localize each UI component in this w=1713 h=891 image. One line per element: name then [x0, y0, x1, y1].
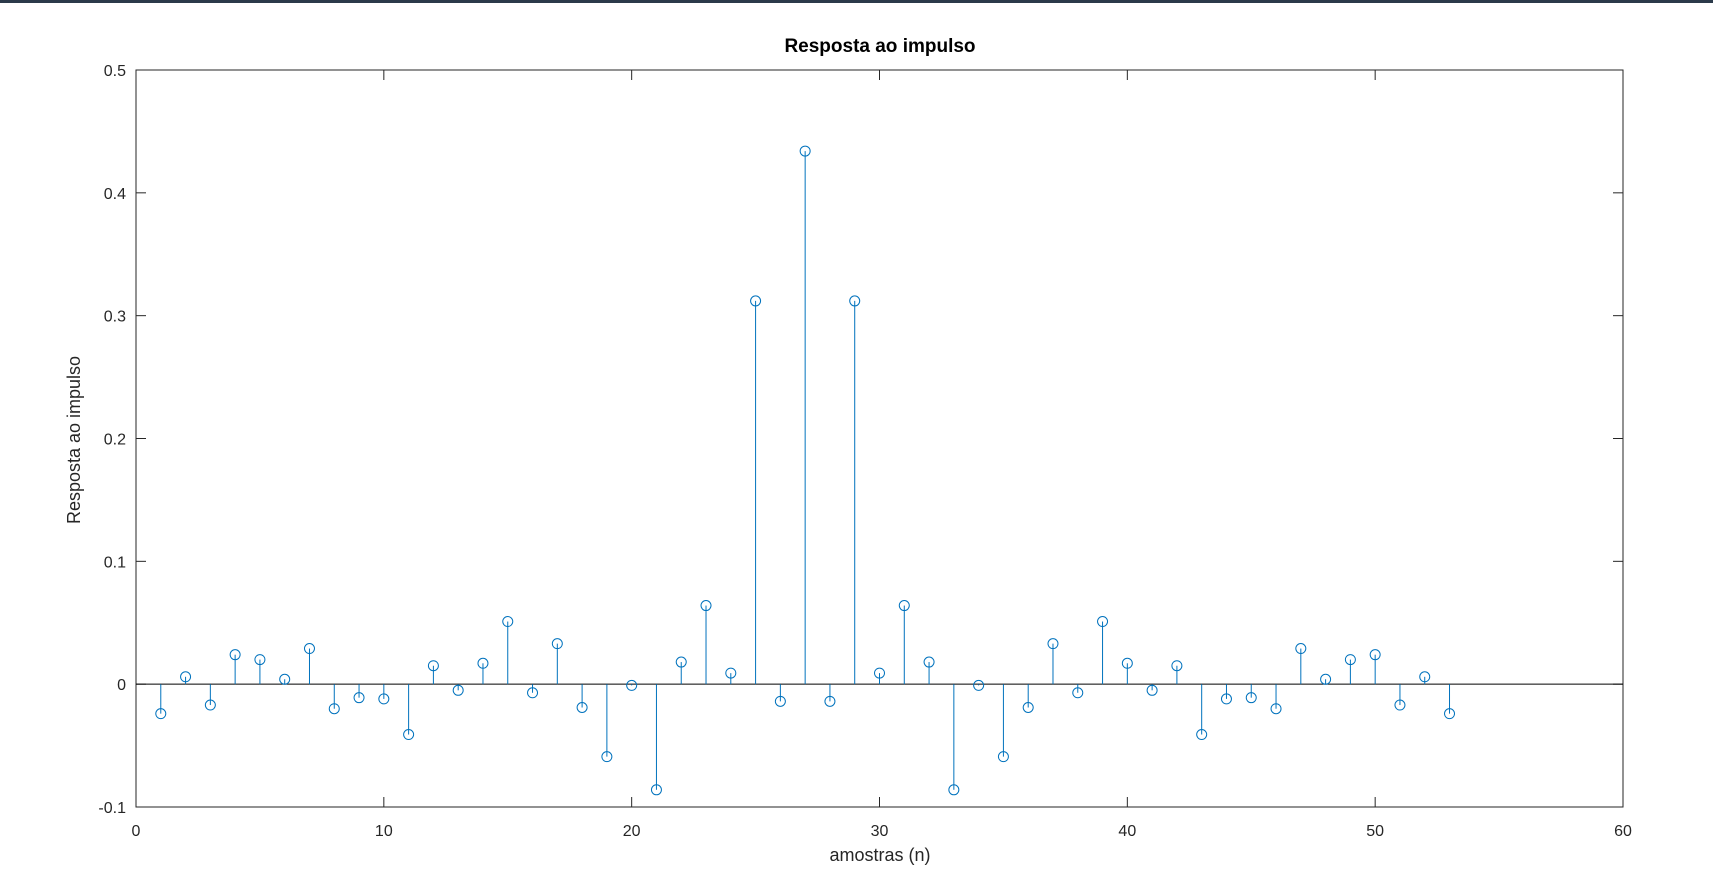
stem-marker [229, 649, 241, 661]
stem-marker [1196, 729, 1208, 741]
stem-marker [328, 703, 340, 715]
stem-marker [1171, 660, 1183, 672]
stem-marker [973, 679, 985, 691]
stem-marker [527, 687, 539, 699]
stem-marker [824, 695, 836, 707]
stem-marker [626, 679, 638, 691]
stem-marker [1419, 671, 1431, 683]
stem-marker [601, 751, 613, 763]
stem-marker [303, 643, 315, 655]
stem-marker [1394, 699, 1406, 711]
y-tick-label: 0.5 [104, 63, 126, 80]
stem-marker [1444, 708, 1456, 720]
stem-marker [452, 684, 464, 696]
stem-marker [650, 784, 662, 796]
y-tick-label: 0.4 [104, 186, 126, 203]
x-tick-label: 0 [132, 823, 141, 840]
stem-marker [1097, 616, 1109, 628]
x-tick-label: 10 [375, 823, 393, 840]
y-tick-label: 0.1 [104, 554, 126, 571]
stem-marker [799, 145, 811, 157]
stem-marker [1270, 703, 1282, 715]
stem-marker [576, 702, 588, 714]
stem-marker [849, 295, 861, 307]
x-tick-label: 40 [1118, 823, 1136, 840]
stem-marker [279, 673, 291, 685]
stem-marker [427, 660, 439, 672]
stem-marker [1022, 702, 1034, 714]
window-top-bar [0, 0, 1713, 3]
stem-marker [378, 693, 390, 705]
stem-marker [997, 751, 1009, 763]
x-tick-label: 50 [1366, 823, 1384, 840]
stem-marker [551, 638, 563, 650]
stem-marker [180, 671, 192, 683]
stem-marker [353, 692, 365, 704]
stem-marker [1295, 643, 1307, 655]
x-tick-label: 20 [623, 823, 641, 840]
stem-marker [1344, 654, 1356, 666]
x-axis-label: amostras (n) [829, 845, 930, 865]
stem-marker [1369, 649, 1381, 661]
stem-marker [1146, 684, 1158, 696]
x-tick-label: 60 [1614, 823, 1632, 840]
stem-marker [502, 616, 514, 628]
stem-marker [254, 654, 266, 666]
stem-marker [1072, 687, 1084, 699]
stem-marker [155, 708, 167, 720]
stem-marker [700, 600, 712, 612]
x-tick-label: 30 [871, 823, 889, 840]
stem-marker [1121, 657, 1133, 669]
stem-marker [204, 699, 216, 711]
stem-marker [725, 667, 737, 679]
stem-marker [874, 667, 885, 679]
stem-marker [1320, 673, 1332, 685]
stem-marker [774, 695, 786, 707]
y-axis-label: Resposta ao impulso [64, 356, 84, 524]
stem-marker [675, 656, 687, 668]
stem-marker [898, 600, 910, 612]
y-tick-label: 0 [117, 677, 126, 694]
y-tick-label: 0.2 [104, 432, 126, 449]
stem-marker [1220, 693, 1232, 705]
stem-marker [1047, 638, 1059, 650]
y-tick-label: -0.1 [98, 800, 126, 817]
stem-marker [948, 784, 960, 796]
chart-title: Resposta ao impulso [784, 36, 975, 57]
stem-marker [750, 295, 762, 307]
y-tick-label: 0.3 [104, 309, 126, 326]
stem-marker [1245, 692, 1257, 704]
stem-marker [477, 657, 489, 669]
stem-marker [923, 656, 935, 668]
stem-marker [403, 729, 415, 741]
